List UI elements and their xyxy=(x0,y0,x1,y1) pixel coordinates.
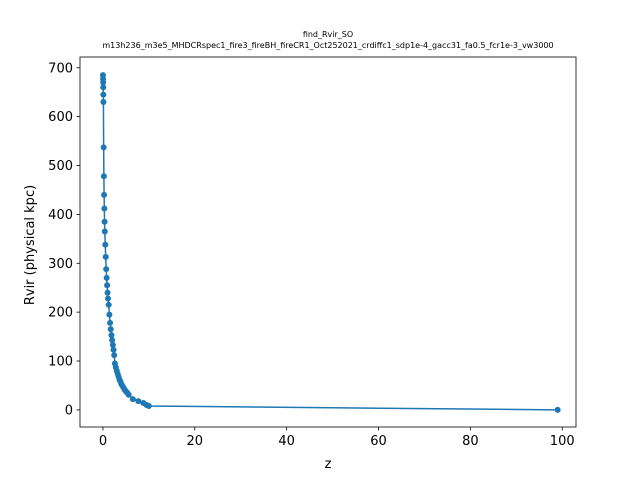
chart-title: find_Rvir_SO xyxy=(303,30,353,39)
data-point xyxy=(105,295,112,302)
data-point xyxy=(101,228,108,235)
y-tick-label: 700 xyxy=(48,61,73,76)
data-point xyxy=(135,398,142,405)
data-point xyxy=(101,205,108,212)
data-point xyxy=(102,241,109,248)
data-point xyxy=(125,391,132,398)
data-point xyxy=(110,346,117,353)
y-tick-label: 600 xyxy=(48,110,73,125)
x-tick-label: 80 xyxy=(462,434,479,449)
plot-area: 0 20 40 60 80 100 0 100 200 300 400 500 600 700 xyxy=(48,56,577,449)
y-tick-label: 500 xyxy=(48,159,73,174)
y-tick-label: 300 xyxy=(48,257,73,272)
data-point xyxy=(102,253,109,260)
data-point xyxy=(101,218,108,225)
data-point xyxy=(101,191,108,198)
data-point xyxy=(145,402,152,409)
chart-subtitle: m13h236_m3e5_MHDCRspec1_fire3_fireBH_fir… xyxy=(102,41,553,50)
data-point xyxy=(108,332,115,339)
x-tick-label: 100 xyxy=(550,434,575,449)
y-tick-label: 200 xyxy=(48,306,73,321)
x-tick-label: 0 xyxy=(99,434,107,449)
y-tick-label: 100 xyxy=(48,355,73,370)
data-point xyxy=(109,341,116,348)
data-point xyxy=(103,266,110,273)
data-point xyxy=(100,84,107,91)
data-point xyxy=(554,406,561,413)
y-axis-label: Rvir (physical kpc) xyxy=(23,185,38,305)
data-point xyxy=(105,301,112,308)
data-point xyxy=(106,311,113,318)
data-point xyxy=(129,396,136,403)
data-point xyxy=(100,173,107,180)
x-tick-label: 20 xyxy=(187,434,204,449)
data-point xyxy=(111,352,118,359)
data-point xyxy=(103,274,110,281)
x-tick-label: 60 xyxy=(370,434,387,449)
x-tick-label: 40 xyxy=(278,434,295,449)
data-point xyxy=(109,337,116,343)
axes-frame xyxy=(79,56,577,428)
data-point xyxy=(100,91,107,98)
y-tick-label: 0 xyxy=(65,403,73,418)
data-point xyxy=(104,289,111,296)
data-point xyxy=(100,144,107,151)
data-point xyxy=(100,98,107,105)
data-point xyxy=(104,282,111,289)
data-point xyxy=(100,79,107,86)
y-tick-label: 400 xyxy=(48,208,73,223)
data-point xyxy=(107,319,114,326)
data-point xyxy=(107,326,114,333)
x-axis-label: z xyxy=(325,457,332,472)
